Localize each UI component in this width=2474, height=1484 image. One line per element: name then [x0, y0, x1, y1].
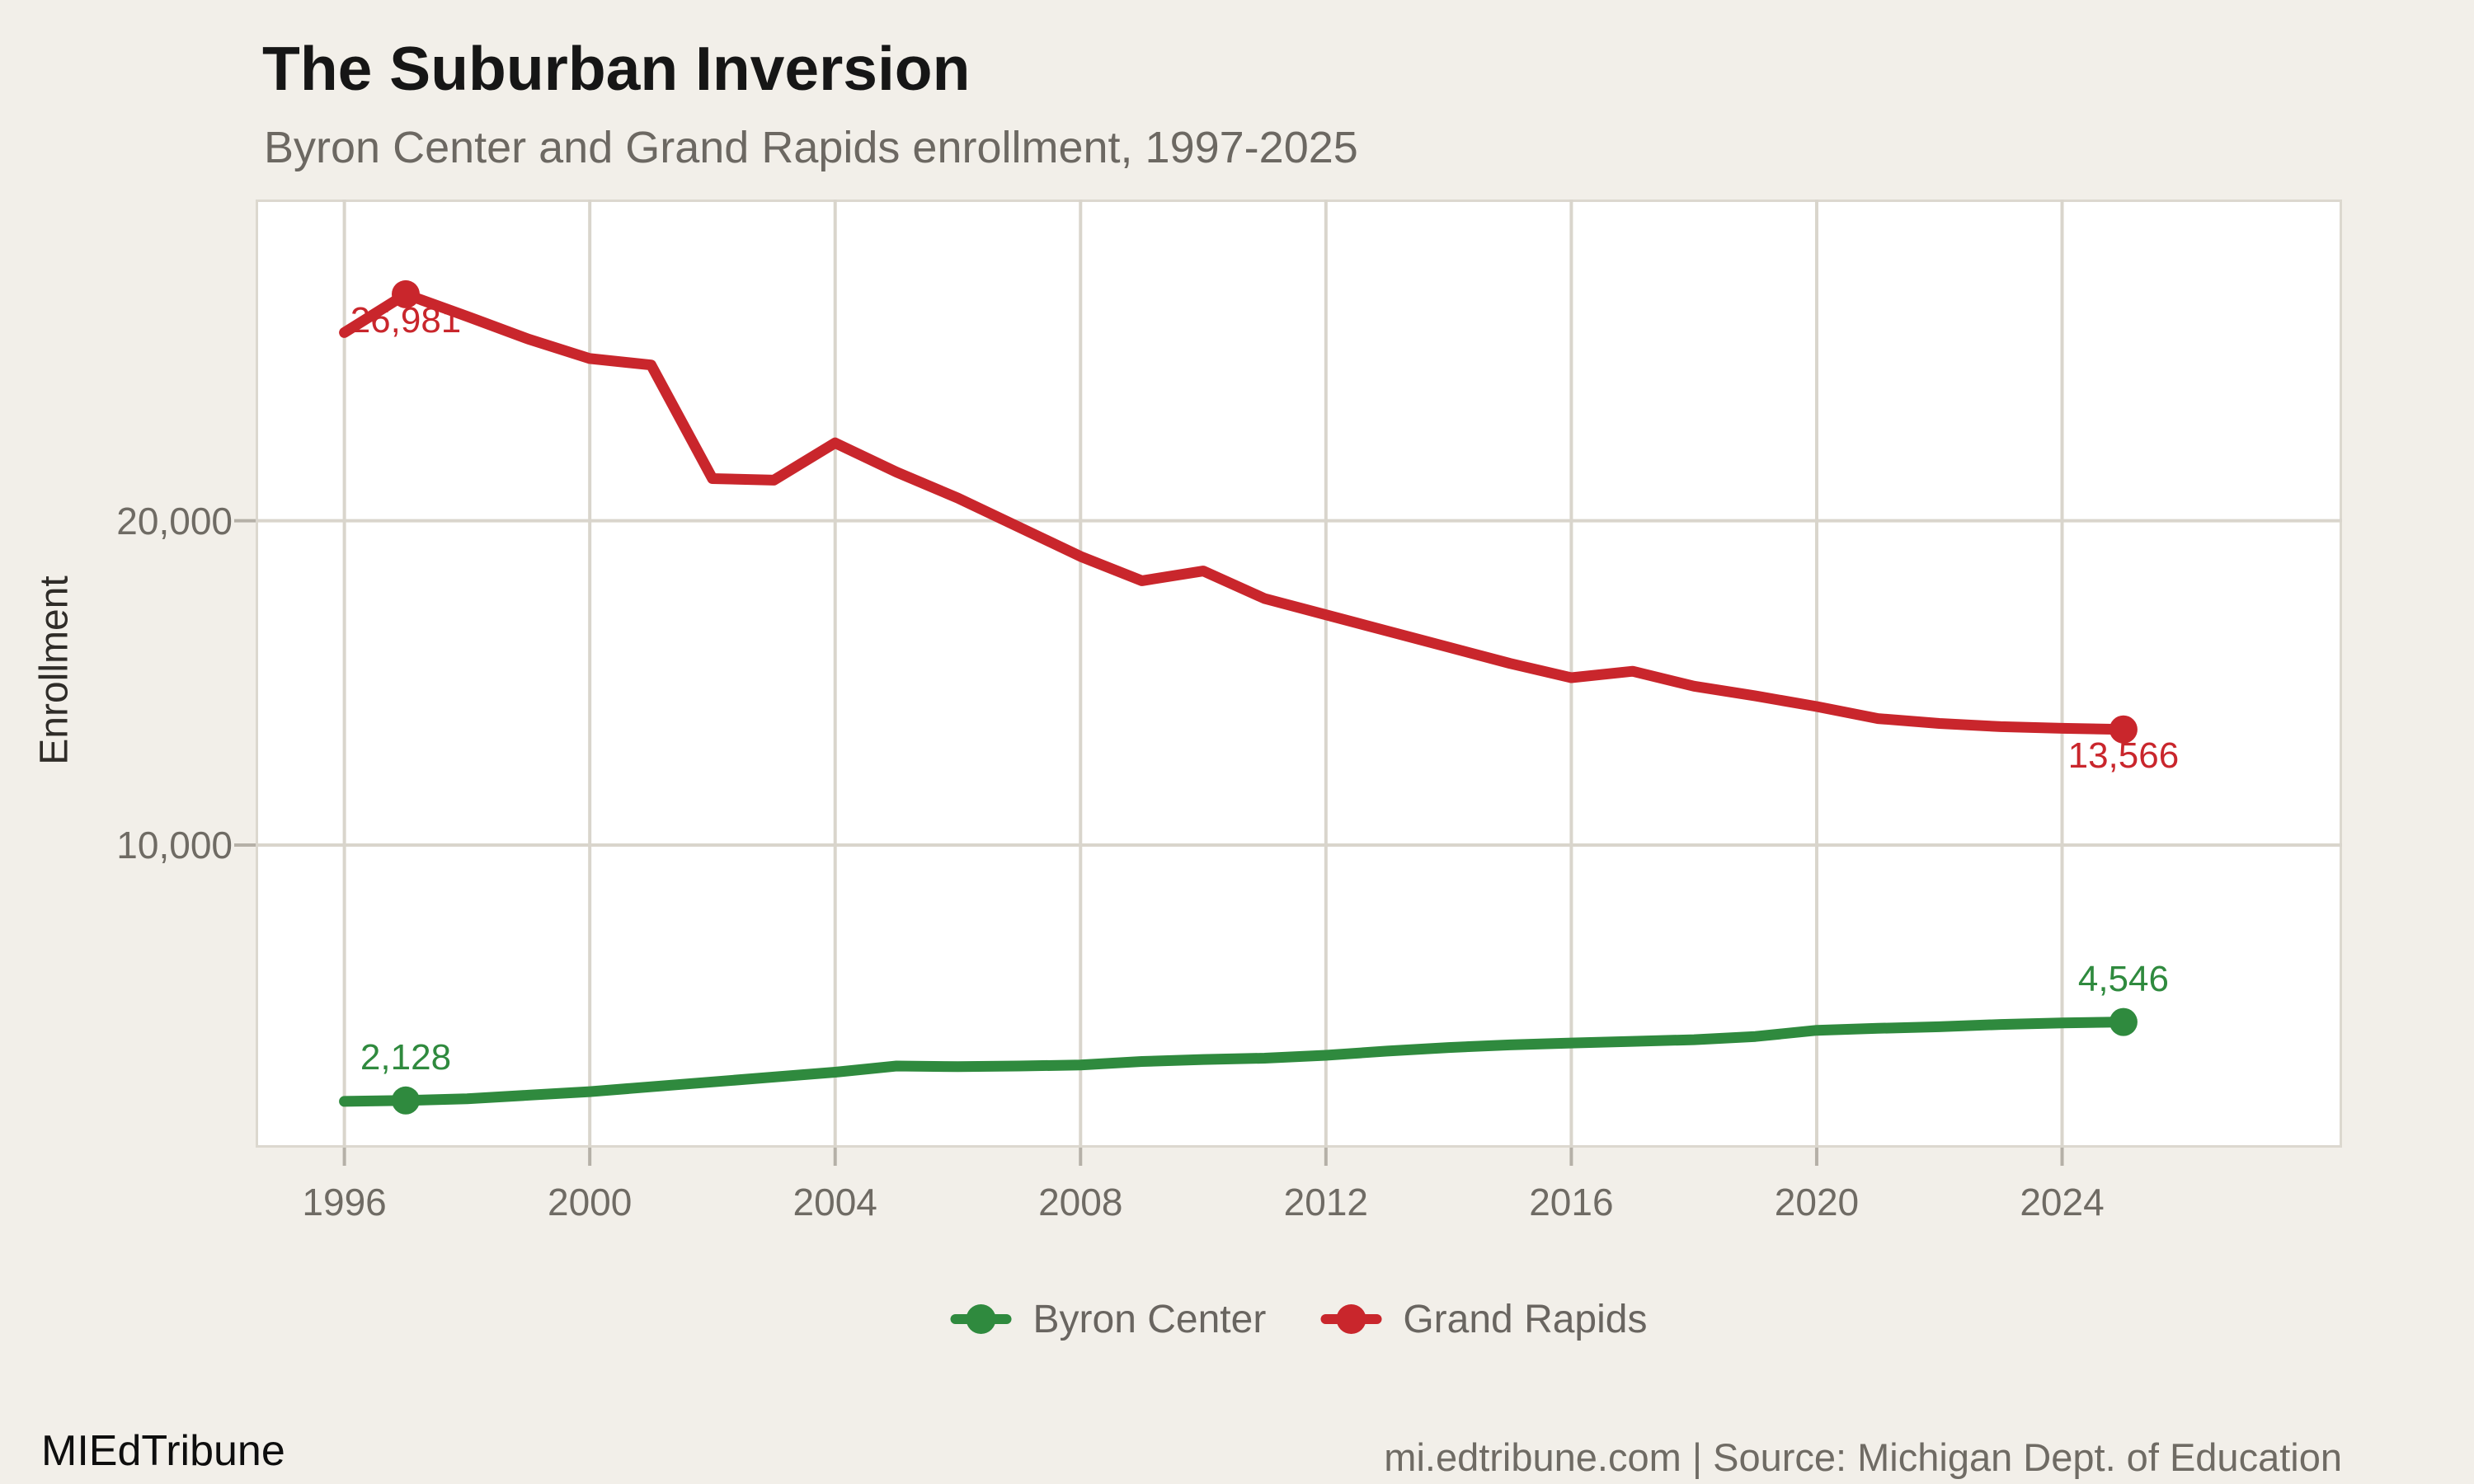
y-axis-tick-label: 20,000: [116, 499, 233, 542]
chart-title: The Suburban Inversion: [262, 34, 971, 103]
x-axis-tick-label: 2020: [1774, 1181, 1860, 1223]
x-axis-tick-label: 2016: [1529, 1181, 1614, 1223]
publisher-logo-text: MIEdTribune: [41, 1427, 285, 1475]
x-axis-tick-label: 2004: [793, 1181, 877, 1223]
data-point-label: 26,981: [350, 299, 462, 340]
x-axis-tick-label: 2012: [1283, 1181, 1368, 1223]
x-axis-tick-label: 2024: [2020, 1181, 2105, 1223]
legend-marker-green-dot: [950, 1301, 1012, 1337]
y-axis-title: Enrollment: [32, 575, 77, 765]
y-axis-tick-label: 10,000: [116, 824, 233, 867]
legend-item-grand-rapids: Grand Rapids: [1320, 1297, 1648, 1341]
chart-subtitle: Byron Center and Grand Rapids enrollment…: [264, 123, 1358, 172]
data-point-label: 2,128: [360, 1036, 452, 1078]
x-axis-tick-label: 2008: [1038, 1181, 1123, 1223]
data-point-label: 4,546: [2077, 958, 2169, 999]
legend-point-swatch: [966, 1304, 996, 1334]
legend: Byron Center Grand Rapids: [950, 1297, 1648, 1341]
data-point-label: 13,566: [2067, 735, 2180, 776]
x-axis-tick-label: 2000: [547, 1181, 633, 1223]
legend-point-swatch: [1336, 1304, 1366, 1334]
source-attribution: mi.edtribune.com | Source: Michigan Dept…: [1384, 1435, 2342, 1479]
legend-label: Grand Rapids: [1403, 1297, 1648, 1341]
x-axis-tick-label: 1996: [302, 1181, 387, 1223]
legend-label: Byron Center: [1032, 1297, 1267, 1341]
legend-marker-red-dot: [1320, 1301, 1382, 1337]
legend-item-byron-center: Byron Center: [950, 1297, 1267, 1341]
